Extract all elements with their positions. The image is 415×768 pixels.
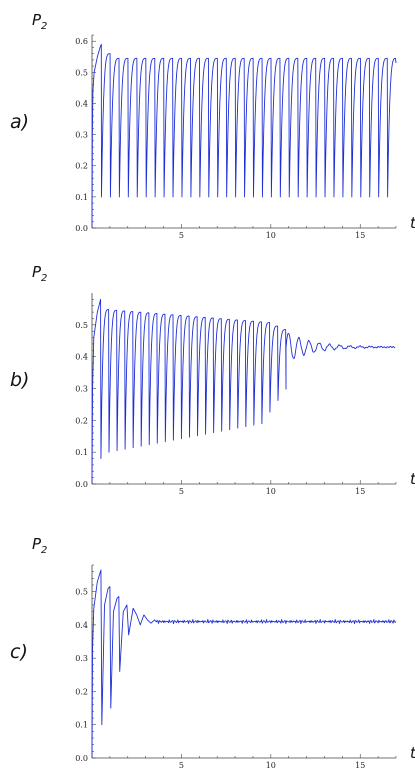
y-tick-label: 0.4 — [75, 99, 88, 108]
y-tick-label: 0.4 — [75, 621, 88, 630]
y-tick-label: 0.2 — [75, 162, 88, 171]
y-tick-label: 0.2 — [75, 687, 88, 696]
y-tick-label: 0.6 — [75, 37, 88, 46]
y-tick-label: 0.5 — [75, 321, 88, 330]
series-line — [91, 569, 397, 759]
x-tick-label: 5 — [179, 487, 184, 496]
x-axis-label: t — [410, 744, 415, 762]
x-tick-label: 10 — [266, 231, 276, 240]
y-tick-label: 0.1 — [75, 448, 88, 457]
x-axis-label: t — [410, 214, 415, 232]
x-tick-label: 5 — [179, 231, 184, 240]
y-tick-label: 0.3 — [75, 654, 88, 663]
x-tick-label: 15 — [355, 231, 365, 240]
x-tick-label: 5 — [179, 761, 184, 768]
y-tick-label: 0.0 — [75, 224, 88, 233]
y-axis-label-subscript: 2 — [41, 545, 47, 556]
y-axis-label: P2 — [32, 11, 47, 32]
chart-panel-1: a) P2 t 0.0 0.1 0.2 0.3 0.4 0.5 0.6 5 10 15 — [10, 11, 415, 240]
y-tick-label: 0.0 — [75, 480, 88, 489]
x-axis-label: t — [410, 470, 415, 488]
y-axis-label-subscript: 2 — [41, 21, 47, 32]
y-tick-label: 0.3 — [75, 385, 88, 394]
series-line — [91, 298, 396, 485]
x-tick-label: 10 — [266, 761, 276, 768]
y-tick-label: 0.1 — [75, 721, 88, 730]
series-line — [91, 43, 397, 229]
chart-panel-2: b) P2 t 0.0 0.1 0.2 0.3 0.4 0.5 5 10 15 — [10, 263, 415, 496]
y-axis-label: P2 — [32, 535, 47, 556]
x-tick-label: 15 — [355, 487, 365, 496]
y-axis-label: P2 — [32, 263, 47, 284]
y-tick-label: 0.4 — [75, 353, 88, 362]
y-tick-label: 0.3 — [75, 131, 88, 140]
x-tick-label: 15 — [355, 761, 365, 768]
chart-panel-3: c) P2 t 0.0 0.1 0.2 0.3 0.4 0.5 5 10 15 — [10, 535, 415, 768]
panel-label: b) — [10, 369, 29, 391]
y-tick-label: 0.0 — [75, 754, 88, 763]
y-tick-label: 0.5 — [75, 588, 88, 597]
y-tick-label: 0.5 — [75, 68, 88, 77]
y-tick-label: 0.2 — [75, 416, 88, 425]
panel-label: a) — [10, 111, 29, 133]
x-tick-label: 10 — [266, 487, 276, 496]
y-tick-label: 0.1 — [75, 193, 88, 202]
y-axis-label-subscript: 2 — [41, 273, 47, 284]
panel-label: c) — [10, 641, 28, 663]
